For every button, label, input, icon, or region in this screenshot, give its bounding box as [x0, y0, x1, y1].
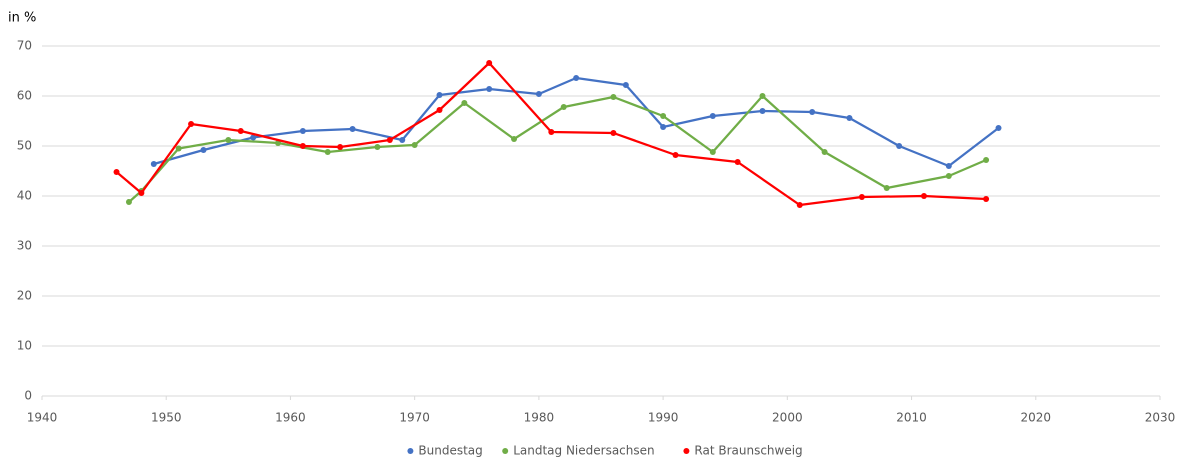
data-point — [535, 91, 542, 97]
data-point — [511, 136, 518, 142]
y-tick-label: 20 — [17, 289, 32, 303]
data-point — [858, 194, 865, 200]
data-point — [759, 108, 766, 114]
data-point — [983, 196, 990, 202]
data-point — [138, 190, 145, 196]
y-tick-label: 40 — [17, 189, 32, 203]
y-tick-label: 60 — [17, 89, 32, 103]
data-point — [188, 121, 195, 127]
y-tick-label: 0 — [24, 389, 32, 403]
data-point — [709, 149, 716, 155]
data-point — [113, 169, 120, 175]
x-tick-label: 1950 — [151, 411, 182, 425]
legend-item: Landtag Niedersachsen — [502, 444, 655, 458]
data-point — [399, 137, 406, 143]
data-point — [796, 202, 803, 208]
y-tick-label: 10 — [17, 339, 32, 353]
data-point — [809, 109, 816, 115]
data-point — [709, 113, 716, 119]
data-point — [150, 161, 157, 167]
data-point — [759, 93, 766, 99]
data-point — [660, 113, 667, 119]
data-point — [486, 60, 493, 66]
data-point — [436, 107, 443, 113]
data-point — [945, 173, 952, 179]
data-point — [486, 86, 493, 92]
y-tick-label: 50 — [17, 139, 32, 153]
data-point — [175, 145, 182, 152]
data-point — [821, 149, 828, 155]
data-point — [734, 159, 741, 165]
data-point — [125, 199, 132, 205]
x-tick-label: 1970 — [399, 411, 430, 425]
series-line — [128, 94, 987, 203]
data-point — [846, 115, 853, 121]
data-point — [461, 100, 468, 106]
data-point — [672, 152, 679, 158]
x-tick-label: 1980 — [524, 411, 555, 425]
legend-marker — [502, 448, 509, 454]
data-point — [920, 193, 927, 199]
legend-item: Rat Braunschweig — [683, 444, 803, 458]
legend-marker — [407, 448, 414, 454]
y-unit-label: in % — [8, 11, 36, 26]
legend-marker — [683, 448, 690, 454]
x-tick-label: 2030 — [1145, 411, 1176, 425]
data-point — [983, 157, 990, 163]
data-point — [411, 142, 418, 148]
data-point — [548, 129, 555, 135]
x-tick-label: 1940 — [27, 411, 58, 425]
data-point — [560, 104, 567, 110]
data-point — [660, 124, 667, 130]
data-point — [896, 143, 903, 149]
data-point — [250, 134, 257, 141]
series-line — [153, 76, 1000, 168]
x-tick-label: 1960 — [275, 411, 306, 425]
data-point — [225, 137, 232, 143]
data-point — [299, 143, 306, 149]
data-point — [436, 92, 443, 98]
x-tick-label: 2020 — [1021, 411, 1052, 425]
data-point — [324, 149, 331, 155]
data-point — [995, 125, 1002, 131]
legend-item: Bundestag — [407, 444, 483, 458]
y-tick-label: 30 — [17, 239, 32, 253]
data-point — [237, 128, 244, 134]
data-point — [349, 126, 356, 132]
data-point — [883, 185, 890, 191]
data-point — [573, 75, 580, 81]
data-point — [374, 144, 381, 150]
data-point — [622, 82, 629, 88]
data-point — [299, 128, 306, 134]
legend-label: Landtag Niedersachsen — [513, 444, 654, 458]
x-tick-label: 2000 — [772, 411, 803, 425]
y-tick-label: 70 — [17, 39, 32, 53]
data-point — [945, 163, 952, 169]
data-point — [610, 130, 617, 136]
legend-label: Rat Braunschweig — [694, 444, 802, 458]
data-point — [337, 144, 344, 150]
legend-label: Bundestag — [418, 444, 482, 458]
x-tick-label: 2010 — [896, 411, 927, 425]
x-tick-label: 1990 — [648, 411, 679, 425]
data-point — [200, 147, 207, 153]
data-point — [386, 137, 393, 143]
data-point — [610, 94, 617, 100]
